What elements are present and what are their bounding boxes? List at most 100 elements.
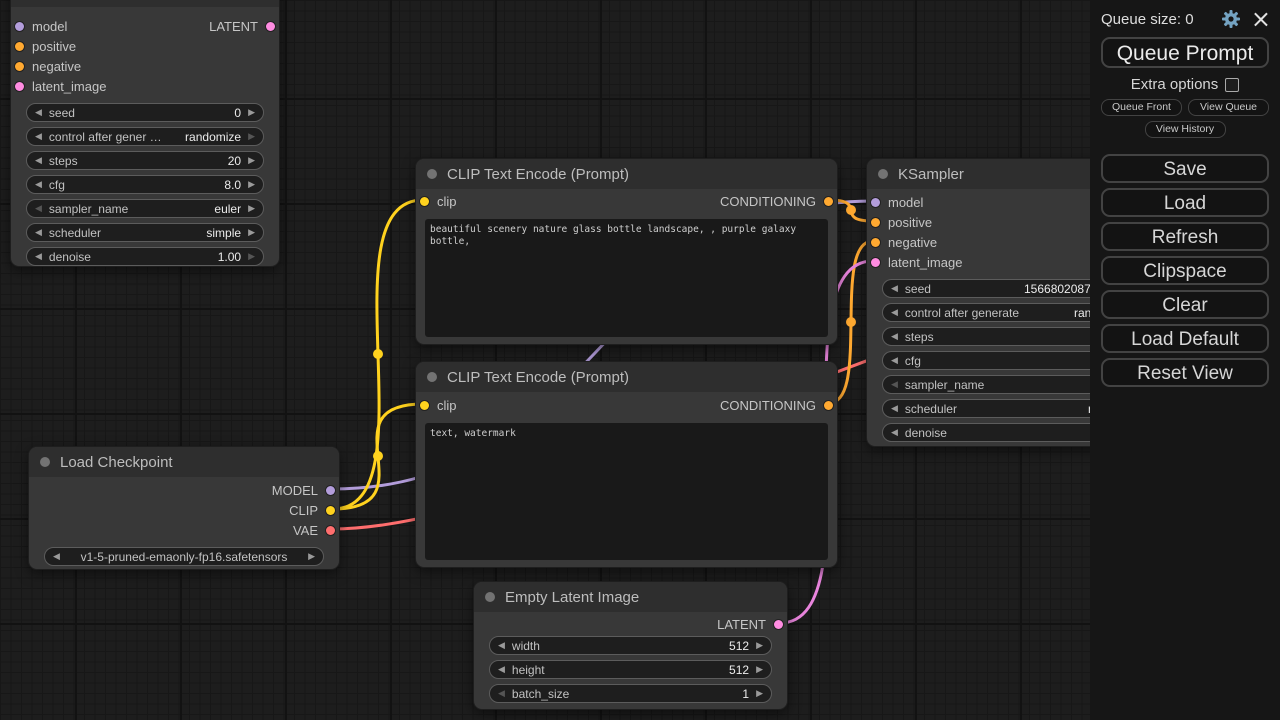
widget-sampler-name[interactable]: ◀ sampler_name ▶ [882,375,1150,394]
extra-options-checkbox[interactable] [1225,77,1240,92]
input-negative[interactable]: negative [15,59,81,74]
port-conditioning-icon[interactable] [824,196,833,206]
reset-view-button[interactable]: Reset View [1101,358,1269,387]
input-negative[interactable]: negative [871,235,937,250]
increment-arrow-icon[interactable]: ▶ [756,688,763,698]
clipspace-button[interactable]: Clipspace [1101,256,1269,285]
load-button[interactable]: Load [1101,188,1269,217]
load-default-button[interactable]: Load Default [1101,324,1269,353]
input-model[interactable]: model [15,19,67,34]
widget-height[interactable]: ◀ height 512 ▶ [489,660,772,679]
increment-arrow-icon[interactable]: ▶ [248,203,255,213]
decrement-arrow-icon[interactable]: ◀ [891,427,898,437]
port-conditioning-icon[interactable] [15,41,24,51]
decrement-arrow-icon[interactable]: ◀ [53,551,60,561]
view-queue-button[interactable]: View Queue [1188,99,1269,116]
view-history-button[interactable]: View History [1144,121,1226,138]
refresh-button[interactable]: Refresh [1101,222,1269,251]
widget-steps[interactable]: ◀ steps ▶ [882,327,1150,346]
decrement-arrow-icon[interactable]: ◀ [891,283,898,293]
decrement-arrow-icon[interactable]: ◀ [35,107,42,117]
widget-width[interactable]: ◀ width 512 ▶ [489,636,772,655]
port-latent-icon[interactable] [871,257,880,267]
widget-scheduler[interactable]: ◀ scheduler simple ▶ [26,223,264,242]
input-positive[interactable]: positive [871,215,932,230]
node-title-bar[interactable]: CLIP Text Encode (Prompt) [416,362,837,392]
output-clip[interactable]: CLIP [289,503,335,518]
widget-ckpt-name[interactable]: ◀ v1-5-pruned-emaonly-fp16.safetensors ▶ [44,547,324,566]
port-latent-icon[interactable] [266,21,275,31]
port-conditioning-icon[interactable] [824,400,833,410]
widget-batch-size[interactable]: ◀ batch_size 1 ▶ [489,684,772,703]
port-clip-icon[interactable] [326,505,335,515]
port-clip-icon[interactable] [420,400,429,410]
input-clip[interactable]: clip [420,398,457,413]
widget-sampler-name[interactable]: ◀ sampler_name euler ▶ [26,199,264,218]
decrement-arrow-icon[interactable]: ◀ [891,379,898,389]
port-latent-icon[interactable] [774,619,783,629]
widget-seed[interactable]: ◀ seed 0 ▶ [26,103,264,122]
prompt-textarea[interactable]: text, watermark [425,423,828,560]
widget-scheduler[interactable]: ◀ scheduler normal ▶ [882,399,1150,418]
node-title-bar[interactable]: Empty Latent Image [474,582,787,612]
increment-arrow-icon[interactable]: ▶ [248,131,255,141]
increment-arrow-icon[interactable]: ▶ [248,227,255,237]
node-title-bar[interactable]: KSampler [11,0,279,7]
decrement-arrow-icon[interactable]: ◀ [35,155,42,165]
input-positive[interactable]: positive [15,39,76,54]
save-button[interactable]: Save [1101,154,1269,183]
node-title-bar[interactable]: CLIP Text Encode (Prompt) [416,159,837,189]
prompt-textarea[interactable]: beautiful scenery nature glass bottle la… [425,219,828,337]
close-icon[interactable]: × [1250,5,1271,33]
queue-prompt-button[interactable]: Queue Prompt [1101,37,1269,68]
increment-arrow-icon[interactable]: ▶ [248,155,255,165]
increment-arrow-icon[interactable]: ▶ [248,251,255,261]
widget-cfg[interactable]: ◀ cfg 8.0 ▶ [26,175,264,194]
decrement-arrow-icon[interactable]: ◀ [35,203,42,213]
increment-arrow-icon[interactable]: ▶ [248,179,255,189]
port-conditioning-icon[interactable] [871,237,880,247]
output-latent[interactable]: LATENT [209,19,275,34]
decrement-arrow-icon[interactable]: ◀ [891,331,898,341]
settings-gear-icon[interactable] [1221,9,1241,29]
decrement-arrow-icon[interactable]: ◀ [498,640,505,650]
output-conditioning[interactable]: CONDITIONING [720,194,833,209]
collapse-dot-icon[interactable] [40,457,50,467]
increment-arrow-icon[interactable]: ▶ [756,664,763,674]
input-clip[interactable]: clip [420,194,457,209]
clear-button[interactable]: Clear [1101,290,1269,319]
input-latent-image[interactable]: latent_image [15,79,106,94]
output-vae[interactable]: VAE [293,523,335,538]
decrement-arrow-icon[interactable]: ◀ [498,664,505,674]
widget-control-after-generate[interactable]: ◀ control after gener … randomize ▶ [26,127,264,146]
decrement-arrow-icon[interactable]: ◀ [35,179,42,189]
decrement-arrow-icon[interactable]: ◀ [35,227,42,237]
input-latent-image[interactable]: latent_image [871,255,962,270]
increment-arrow-icon[interactable]: ▶ [248,107,255,117]
collapse-dot-icon[interactable] [427,372,437,382]
output-conditioning[interactable]: CONDITIONING [720,398,833,413]
increment-arrow-icon[interactable]: ▶ [756,640,763,650]
node-title-bar[interactable]: Load Checkpoint [29,447,339,477]
decrement-arrow-icon[interactable]: ◀ [891,355,898,365]
port-model-icon[interactable] [326,485,335,495]
decrement-arrow-icon[interactable]: ◀ [35,131,42,141]
collapse-dot-icon[interactable] [427,169,437,179]
port-vae-icon[interactable] [326,525,335,535]
decrement-arrow-icon[interactable]: ◀ [498,688,505,698]
output-latent[interactable]: LATENT [717,617,783,632]
widget-denoise[interactable]: ◀ denoise 1.00 ▶ [26,247,264,266]
decrement-arrow-icon[interactable]: ◀ [35,251,42,261]
queue-front-button[interactable]: Queue Front [1101,99,1182,116]
port-model-icon[interactable] [15,21,24,31]
port-clip-icon[interactable] [420,196,429,206]
input-model[interactable]: model [871,195,923,210]
decrement-arrow-icon[interactable]: ◀ [891,403,898,413]
port-model-icon[interactable] [871,197,880,207]
increment-arrow-icon[interactable]: ▶ [308,551,315,561]
port-conditioning-icon[interactable] [871,217,880,227]
collapse-dot-icon[interactable] [878,169,888,179]
collapse-dot-icon[interactable] [485,592,495,602]
output-model[interactable]: MODEL [272,483,335,498]
decrement-arrow-icon[interactable]: ◀ [891,307,898,317]
